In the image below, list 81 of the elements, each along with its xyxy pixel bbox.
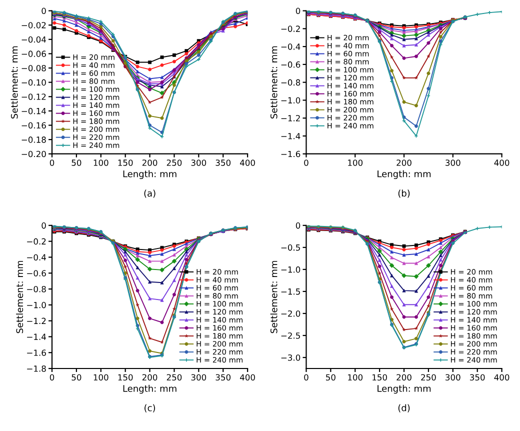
y-tick-label: 0 [296, 222, 300, 229]
y-tick-label: −0.5 [281, 244, 300, 251]
x-tick-label: 0 [304, 160, 308, 166]
y-tick-label: −0.2 [281, 26, 300, 32]
x-tick-label: 150 [118, 160, 133, 166]
y-tick-label: −1.2 [281, 115, 300, 122]
x-tick-label: 250 [166, 160, 182, 166]
y-tick-label: −1.2 [27, 318, 46, 324]
x-axis-title: Length: mm [123, 170, 176, 180]
y-tick-label: −1.4 [27, 334, 46, 340]
x-tick-label: 250 [166, 374, 182, 381]
y-tick-label: −0.6 [281, 61, 300, 68]
x-tick-label: 100 [348, 160, 363, 166]
x-tick-label: 200 [142, 374, 158, 381]
y-tick-label: −0.16 [22, 122, 46, 129]
x-tick-label: 300 [446, 160, 460, 166]
x-tick-label: 200 [396, 160, 412, 166]
x-tick-label: 250 [421, 374, 436, 381]
x-tick-label: 400 [494, 160, 510, 166]
y-tick-label: −0.8 [27, 286, 46, 292]
y-tick-label: −1.6 [281, 150, 300, 158]
x-tick-label: 400 [240, 374, 255, 381]
y-tick-label: −1.0 [281, 97, 300, 104]
y-tick-label: −0.8 [281, 79, 300, 86]
y-tick-label: 0 [296, 8, 300, 14]
x-axis-title: Length: mm [378, 170, 431, 180]
y-axis-title: Settlement: mm [16, 260, 24, 334]
x-tick-label: 200 [142, 160, 158, 166]
x-axis-title: Length: mm [123, 384, 176, 394]
y-tick-label: −2.5 [281, 332, 300, 339]
y-tick-label: −0.08 [22, 64, 46, 72]
y-tick-label: −0.06 [22, 50, 46, 57]
x-tick-label: 350 [470, 374, 485, 381]
x-tick-label: 350 [216, 160, 231, 166]
x-tick-label: 150 [372, 374, 387, 381]
y-tick-label: −0.12 [22, 94, 46, 100]
y-tick-label: −1.6 [27, 350, 46, 356]
y-tick-label: 0 [42, 8, 46, 14]
y-tick-label: −1.5 [281, 288, 300, 295]
y-tick-label: −1.4 [281, 133, 300, 140]
y-tick-label: −1.8 [27, 365, 46, 372]
y-tick-label: −0.02 [22, 22, 46, 28]
y-tick-label: −0.4 [281, 44, 300, 50]
x-tick-label: 0 [304, 374, 308, 381]
y-tick-label: −1.0 [27, 302, 46, 308]
text: (c) [144, 404, 156, 412]
x-tick-label: 300 [191, 160, 206, 166]
x-tick-label: 50 [72, 374, 82, 381]
y-tick-label: −0.14 [22, 108, 46, 114]
x-tick-label: 0 [50, 374, 54, 381]
y-tick-label: −0.6 [27, 270, 46, 276]
x-tick-label: 0 [50, 160, 54, 166]
x-tick-label: 50 [72, 160, 82, 166]
y-tick-label: −3.0 [281, 354, 300, 361]
x-tick-label: 300 [191, 374, 206, 381]
x-tick-label: 350 [216, 374, 231, 381]
x-tick-label: 150 [118, 374, 133, 381]
y-axis-title: Settlement: mm [270, 260, 278, 334]
y-tick-label: −0.20 [22, 150, 46, 158]
x-tick-label: 50 [326, 374, 336, 381]
y-tick-label: −0.2 [27, 238, 46, 245]
x-tick-label: 100 [94, 374, 108, 381]
y-tick-label: −0.10 [22, 79, 46, 86]
y-axis-title: Settlement: mm [10, 46, 18, 118]
text: (d) [398, 404, 410, 412]
x-axis-title: Length: mm [378, 384, 431, 394]
y-axis-title: Settlement: mm [270, 46, 278, 118]
text: (a) [144, 190, 156, 198]
x-tick-label: 400 [240, 160, 255, 166]
x-tick-label: 300 [446, 374, 460, 381]
x-tick-label: 400 [494, 374, 510, 381]
y-tick-label: −0.04 [22, 36, 46, 43]
y-tick-label: −1.0 [281, 266, 300, 273]
y-tick-label: −0.18 [22, 136, 46, 143]
y-tick-label: 0 [42, 222, 46, 229]
y-tick-label: −0.4 [27, 254, 46, 260]
x-tick-label: 100 [348, 374, 363, 381]
y-tick-label: −2.0 [281, 310, 300, 317]
x-tick-label: 100 [94, 160, 108, 166]
text: (b) [398, 190, 410, 198]
x-tick-label: 200 [396, 374, 412, 381]
